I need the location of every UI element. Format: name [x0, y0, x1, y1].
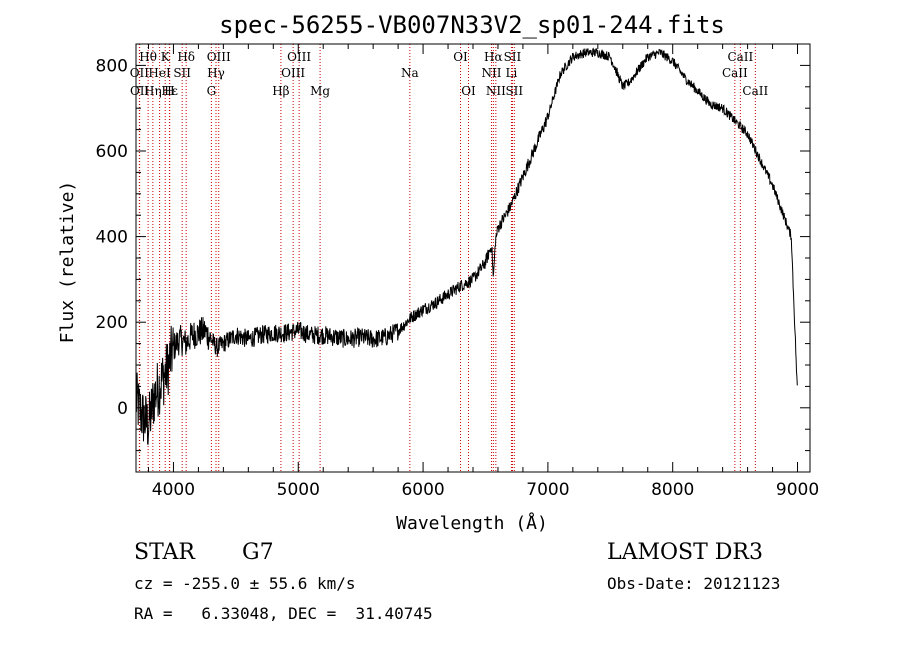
spectral-line-label: Hε [161, 84, 178, 98]
spectral-line-label: OII [130, 66, 150, 80]
y-tick-label: 0 [117, 399, 128, 419]
spectral-line-label: OI [461, 84, 476, 98]
spectral-line-label: HeI [148, 66, 171, 80]
spectral-line-label: OIII [287, 50, 311, 64]
spectral-line-label: CaII [722, 66, 748, 80]
subclass: G7 [242, 540, 274, 565]
x-tick-label: 8000 [651, 480, 694, 500]
survey-name: LAMOST DR3 [607, 540, 763, 565]
x-tick-label: 7000 [526, 480, 569, 500]
spectral-line-label: CaII [742, 84, 768, 98]
y-tick-label: 800 [96, 56, 128, 76]
spectral-line-label: NII [486, 84, 506, 98]
spectral-line-label: G [207, 84, 217, 98]
spectral-line-label: SII [504, 50, 522, 64]
redshift-cz: cz = -255.0 ± 55.6 km/s [134, 574, 356, 593]
spectral-line-label: Na [401, 66, 419, 80]
ra-dec: RA = 6.33048, DEC = 31.40745 [134, 604, 433, 623]
spectral-line-label: Hγ [207, 66, 225, 80]
spectral-line-label: Mg [310, 84, 330, 98]
spectral-line-label: Hδ [177, 50, 195, 64]
x-axis-label: Wavelength (Å) [396, 512, 548, 534]
spectral-line-label: OI [453, 50, 468, 64]
chart-title: spec-56255-VB007N33V2_sp01-244.fits [219, 11, 725, 39]
spectral-line-label: K [161, 50, 171, 64]
x-axis-ticks: 4000 5000 6000 7000 8000 9000 [147, 44, 819, 500]
spectral-line-label: Hθ [139, 50, 157, 64]
y-axis-label: Flux (relative) [57, 181, 78, 344]
spectral-line-label: NII [481, 66, 501, 80]
x-tick-label: 6000 [401, 480, 444, 500]
observation-date: Obs-Date: 20121123 [607, 574, 781, 593]
x-tick-label: 5000 [277, 480, 320, 500]
y-tick-label: 400 [96, 228, 128, 248]
y-axis-ticks: 0 200 400 600 800 [96, 56, 810, 452]
spectral-line-markers [138, 44, 756, 472]
spectral-line-label: Hβ [272, 84, 289, 98]
x-tick-label: 9000 [776, 480, 819, 500]
spectrum-line [135, 47, 798, 445]
spectral-line-label: Hη [144, 84, 162, 98]
spectral-line-label: OII [130, 84, 150, 98]
spectral-line-label: Li [506, 66, 518, 80]
x-tick-label: 4000 [152, 480, 195, 500]
spectral-line-label: OIII [207, 50, 231, 64]
y-tick-label: 600 [96, 142, 128, 162]
spectral-line-label: SII [173, 66, 191, 80]
spectral-line-label: SII [505, 84, 523, 98]
spectral-line-label: Hα [484, 50, 503, 64]
spectral-line-label: OIII [281, 66, 305, 80]
spectral-line-label: H [164, 84, 174, 98]
y-tick-label: 200 [96, 313, 128, 333]
object-class: STAR [134, 540, 195, 565]
plot-frame [135, 43, 811, 473]
spectral-line-labels: Hθ OII OII K HeI Hη HεH Hδ SII OIII Hγ G OIII OIII Hβ M… [130, 50, 769, 98]
spectral-line-label: CaII [727, 50, 753, 64]
